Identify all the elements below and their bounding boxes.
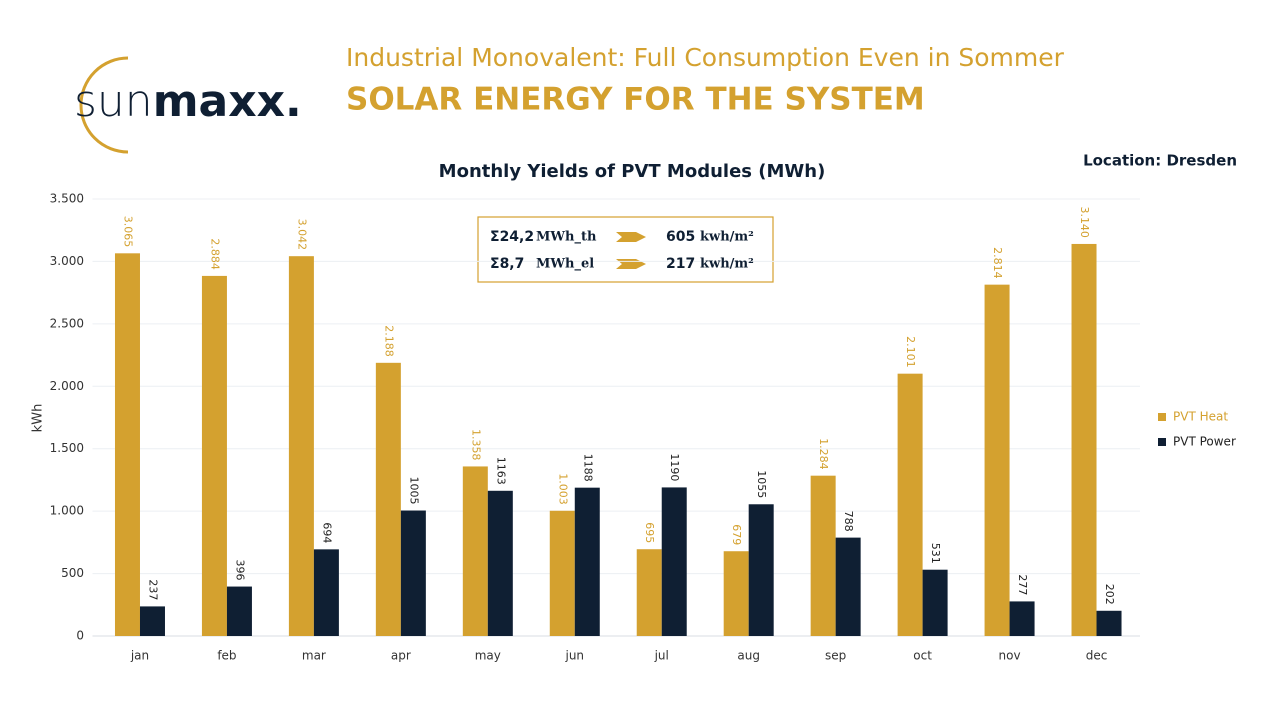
location: Location: Dresden — [1083, 152, 1237, 170]
summary-value-unit: kwh/m² — [700, 230, 754, 245]
x-tick-label: dec — [1086, 649, 1108, 663]
x-tick-label: aug — [737, 649, 760, 663]
value-label: 1.003 — [556, 473, 569, 505]
summary-value: 217 — [666, 256, 695, 272]
x-tick-label: sep — [825, 649, 846, 663]
x-tick-label: oct — [913, 649, 932, 663]
value-label: 2.188 — [382, 325, 395, 357]
subtitle: Industrial Monovalent: Full Consumption … — [346, 43, 1065, 72]
arrow — [616, 232, 646, 242]
value-label: 1005 — [407, 477, 420, 505]
value-label: 237 — [146, 579, 159, 600]
y-tick-label: 2.500 — [50, 316, 84, 330]
bar — [226, 586, 252, 636]
y-tick-label: 2.000 — [50, 379, 84, 393]
value-label: 2.101 — [904, 336, 917, 368]
y-axis-label: kWh — [31, 404, 46, 433]
bar — [1009, 601, 1035, 636]
bar — [400, 510, 426, 636]
x-tick-label: jan — [130, 649, 149, 663]
value-label: 695 — [643, 522, 656, 543]
bar — [984, 284, 1010, 636]
bar — [487, 490, 513, 636]
bar — [748, 504, 774, 636]
bar — [723, 551, 749, 636]
value-label: 1163 — [494, 457, 507, 485]
y-tick-label: 3.000 — [50, 254, 84, 268]
value-label: 3.042 — [295, 219, 308, 251]
value-label: 396 — [233, 560, 246, 581]
value-label: 531 — [929, 543, 942, 564]
value-label: 694 — [320, 522, 333, 543]
value-label: 1.284 — [817, 438, 830, 470]
y-tick-label: 1.500 — [50, 441, 84, 455]
legend-swatch — [1158, 413, 1166, 421]
summary-sum: Σ8,7 — [490, 256, 524, 272]
x-tick-label: apr — [391, 649, 411, 663]
value-label: 1190 — [668, 453, 681, 481]
value-label: 3.065 — [121, 216, 134, 248]
x-tick-label: mar — [302, 649, 326, 663]
value-label: 277 — [1016, 574, 1029, 595]
value-label: 2.814 — [991, 247, 1004, 279]
bar — [313, 549, 339, 636]
value-label: 2.884 — [208, 238, 221, 270]
bar — [1096, 610, 1122, 636]
value-label: 1055 — [755, 470, 768, 498]
logo-light: sun — [74, 76, 153, 127]
bar — [574, 487, 600, 636]
y-tick-label: 1.000 — [50, 504, 84, 518]
chart-title: Monthly Yields of PVT Modules (MWh) — [439, 161, 826, 182]
bar — [549, 510, 575, 636]
bar — [139, 606, 165, 636]
bar — [1071, 243, 1097, 636]
summary-unit: MWh_th — [536, 230, 597, 245]
plot: 0 500 1.000 1.500 2.000 2.500 3.000 3.500 jan 3.0… — [50, 192, 1140, 663]
logo-arc — [79, 56, 129, 154]
bar — [114, 253, 140, 636]
x-tick-label: jun — [564, 649, 584, 663]
summary-sum: Σ24,2 — [490, 229, 534, 245]
value-label: 1.358 — [469, 429, 482, 461]
bar — [288, 256, 314, 636]
x-tick-label: jul — [654, 649, 669, 663]
summary-value: 605 — [666, 229, 695, 245]
summary-value-unit: kwh/m² — [700, 257, 754, 272]
bar — [636, 549, 662, 636]
logo: sunmaxx. — [74, 76, 302, 127]
value-label: 1188 — [581, 454, 594, 482]
legend-label: PVT Heat — [1173, 410, 1228, 424]
value-label: 3.140 — [1078, 206, 1091, 238]
summary-box — [477, 216, 774, 283]
bar — [661, 487, 687, 636]
bar — [201, 275, 227, 636]
y-tick-label: 3.500 — [50, 192, 84, 206]
y-tick-label: 0 — [76, 629, 84, 643]
bar — [922, 569, 948, 636]
bar — [462, 466, 488, 636]
x-tick-label: nov — [999, 649, 1021, 663]
x-tick-label: may — [475, 649, 501, 663]
y-tick-label: 500 — [61, 566, 84, 580]
bar — [835, 537, 861, 636]
summary-unit: MWh_el — [536, 257, 594, 272]
value-label: 202 — [1103, 584, 1116, 605]
x-tick-label: feb — [217, 649, 236, 663]
legend-swatch — [1158, 438, 1166, 446]
title: SOLAR ENERGY FOR THE SYSTEM — [346, 82, 925, 118]
logo-bold: maxx. — [153, 76, 302, 127]
bar — [375, 362, 401, 636]
value-label: 788 — [842, 511, 855, 532]
bar — [897, 373, 923, 636]
bar — [810, 475, 836, 636]
value-label: 679 — [730, 524, 743, 545]
legend-label: PVT Power — [1173, 435, 1236, 449]
